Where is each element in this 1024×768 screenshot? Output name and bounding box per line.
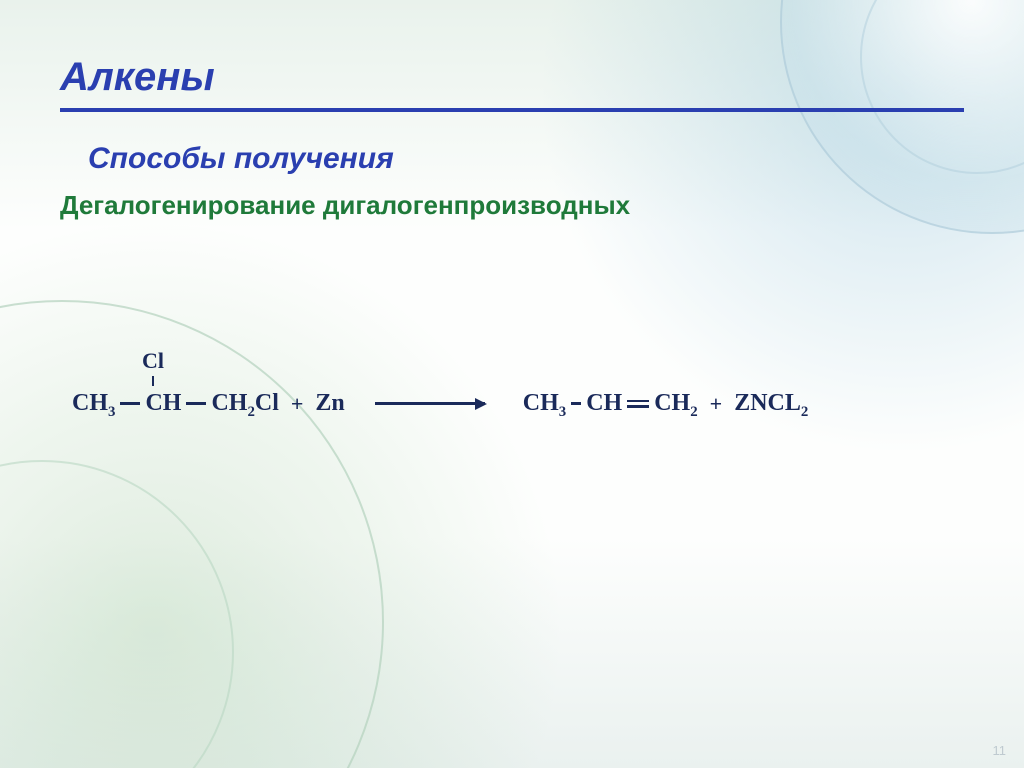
substituent-label: Cl bbox=[142, 348, 164, 373]
product-molecule: CH3 CH CH2 bbox=[521, 390, 700, 417]
title-underline bbox=[60, 108, 964, 112]
group-ch3: CH3 bbox=[70, 390, 117, 417]
single-bond-short bbox=[571, 402, 581, 404]
atom-text: CH bbox=[523, 390, 559, 416]
group-ch2cl: CH2Cl bbox=[209, 390, 280, 417]
atom-sub: 2 bbox=[801, 404, 808, 420]
arrow-line bbox=[375, 402, 485, 405]
single-bond bbox=[120, 402, 140, 404]
atom-sub: 2 bbox=[247, 404, 254, 420]
reaction-scheme: Cl CH3 CH CH2Cl + Zn CH3 bbox=[70, 390, 810, 417]
method-heading: Дегалогенирование дигалогенпроизводных bbox=[60, 190, 964, 221]
content-area: Алкены Способы получения Дегалогенирован… bbox=[0, 0, 1024, 221]
substituent-cl-top: Cl bbox=[142, 348, 164, 386]
byproduct-zncl2: ZnCl2 bbox=[732, 390, 810, 417]
vertical-bond bbox=[152, 376, 154, 386]
bg-ring-small-bl bbox=[0, 460, 234, 768]
group-ch: CH bbox=[584, 390, 624, 417]
group-ch: CH bbox=[143, 390, 183, 417]
reagent-zn: Zn bbox=[313, 390, 346, 417]
bg-ring-large-bl bbox=[0, 300, 384, 768]
page-number: 11 bbox=[993, 743, 1007, 758]
reaction-arrow bbox=[375, 402, 485, 405]
single-bond bbox=[186, 402, 206, 404]
arrow-head-icon bbox=[475, 398, 487, 410]
atom-text: CH bbox=[145, 390, 181, 416]
reactant-molecule: Cl CH3 CH CH2Cl bbox=[70, 390, 281, 417]
atom-text: CH bbox=[211, 390, 247, 416]
plus-sign: + bbox=[281, 391, 314, 417]
group-ch3: CH3 bbox=[521, 390, 568, 417]
atom-sub: 2 bbox=[690, 404, 697, 420]
atom-sub: 3 bbox=[559, 404, 566, 420]
atom-text: CH bbox=[654, 390, 690, 416]
slide-title: Алкены bbox=[60, 55, 964, 100]
atom-text: Cl bbox=[255, 390, 279, 416]
group-ch2: CH2 bbox=[652, 390, 699, 417]
atom-text: CH bbox=[72, 390, 108, 416]
atom-sub: 3 bbox=[108, 404, 115, 420]
slide: Алкены Способы получения Дегалогенирован… bbox=[0, 0, 1024, 768]
double-bond bbox=[627, 399, 649, 409]
atom-text: CH bbox=[586, 390, 622, 416]
atom-text: ZnCl bbox=[734, 390, 801, 416]
slide-subtitle: Способы получения bbox=[88, 142, 964, 176]
plus-sign: + bbox=[700, 391, 733, 417]
